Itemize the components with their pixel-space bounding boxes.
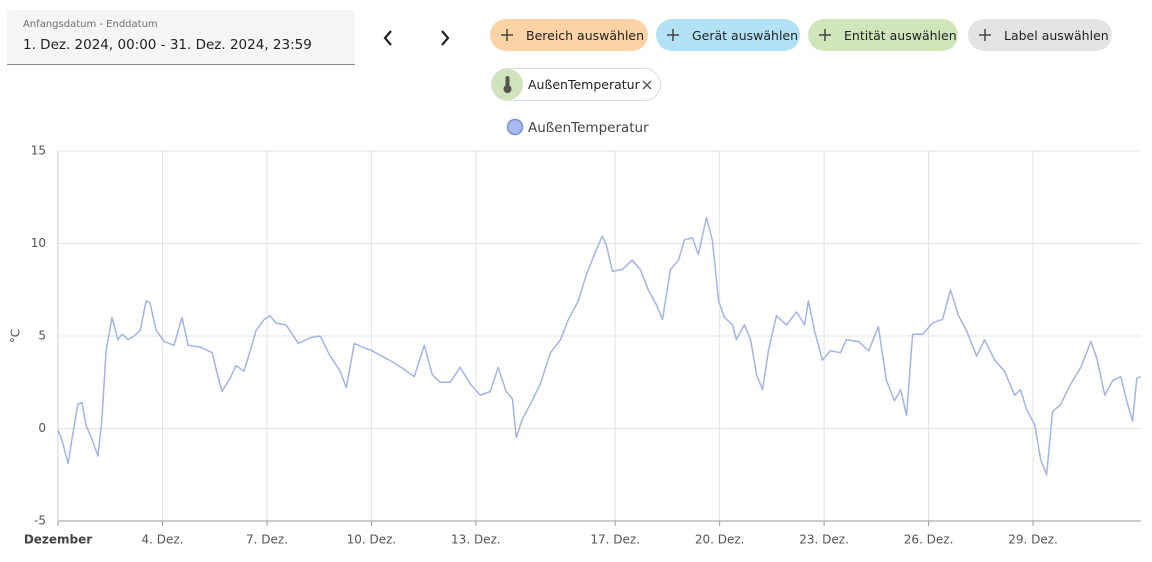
legend-marker [506,118,524,136]
y-tick-label: -5 [34,514,46,528]
x-tick-label: 4. Dez. [141,533,183,547]
y-tick-label: 5 [38,329,46,343]
device-chip[interactable]: Gerät auswählen [656,19,800,51]
x-tick-label: 17. Dez. [590,533,640,547]
entity-chip[interactable]: Entität auswählen [808,19,958,51]
date-range-picker[interactable]: Anfangsdatum - Enddatum 1. Dez. 2024, 00… [7,10,355,65]
y-tick-label: 0 [38,421,46,435]
y-tick-label: 15 [31,144,46,158]
x-tick-label: 10. Dez. [347,533,397,547]
chip-label: Entität auswählen [844,27,957,43]
chip-label: Bereich auswählen [526,27,645,43]
plus-icon [501,29,513,41]
plus-icon [979,29,991,41]
x-tick-label: 26. Dez. [904,533,954,547]
y-axis-title: °C [9,329,23,343]
legend-label: AußenTemperatur [528,120,649,136]
x-tick-label: 20. Dez. [695,533,745,547]
x-tick-label: 29. Dez. [1008,533,1058,547]
plus-icon [667,29,679,41]
x-tick-label: 7. Dez. [246,533,288,547]
plus-icon [819,29,831,41]
x-tick-label: 13. Dez. [451,533,501,547]
picker-value: 1. Dez. 2024, 00:00 - 31. Dez. 2024, 23:… [23,37,312,53]
series-line [57,216,1142,476]
x-tick-label: 23. Dez. [799,533,849,547]
area-chip[interactable]: Bereich auswählen [490,19,648,51]
entity-name: AußenTemperatur [528,77,640,92]
thermometer-icon [492,69,523,100]
chip-label: Gerät auswählen [692,27,799,43]
previous-button[interactable] [380,27,396,49]
x-tick-label: Dezember [24,533,92,547]
picker-label: Anfangsdatum - Enddatum [23,19,158,30]
chip-label: Label auswählen [1004,27,1109,43]
chart: AußenTemperatur -5 0 5 10 15 °C Dezember 4. Dez.… [9,118,1142,547]
label-chip[interactable]: Label auswählen [968,19,1112,51]
remove-button[interactable] [642,80,652,90]
next-button[interactable] [437,27,453,49]
y-tick-label: 10 [31,236,46,250]
selected-entity-chip[interactable]: AußenTemperatur [491,68,661,101]
